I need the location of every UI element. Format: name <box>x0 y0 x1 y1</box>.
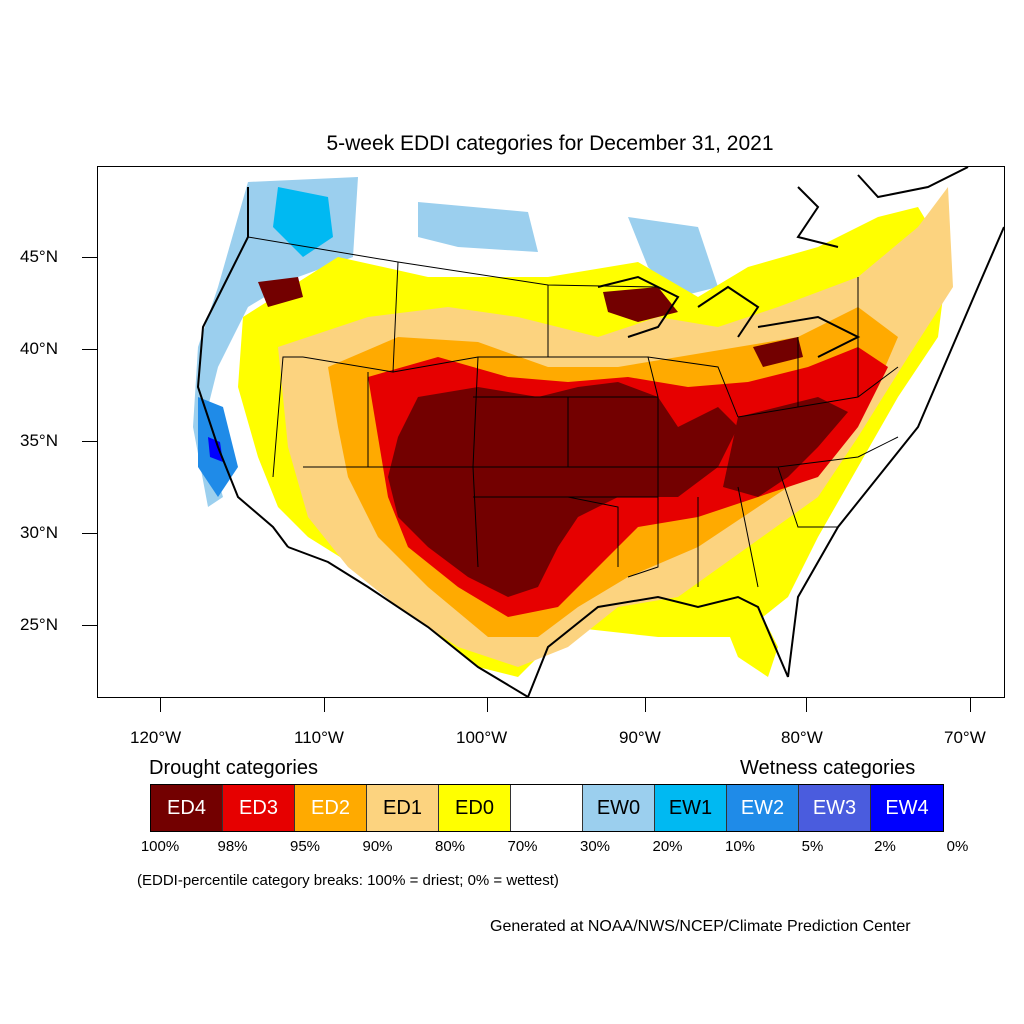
lat-label-35: 35°N <box>20 431 58 450</box>
legend-box-ed4: ED4 <box>151 785 223 831</box>
legend-break-label: 98% <box>217 838 248 855</box>
lat-tick <box>82 257 97 258</box>
lon-tick <box>645 697 646 712</box>
legend-break-label: 100% <box>140 838 180 855</box>
state-borders <box>247 236 899 588</box>
region-florida <box>718 607 778 677</box>
legend-break-label: 70% <box>507 838 538 855</box>
credit-line: Generated at NOAA/NWS/NCEP/Climate Predi… <box>490 918 911 935</box>
region-ed4-ohio <box>753 337 803 367</box>
legend-break-label: 0% <box>946 838 969 855</box>
legend-wetness-heading: Wetness categories <box>740 757 916 779</box>
legend-break-label: 10% <box>724 838 756 855</box>
region-wet-north-plains <box>418 202 538 252</box>
lat-label-25: 25°N <box>20 615 58 634</box>
lon-label-110: 110°W <box>294 728 344 747</box>
map-title-wrap: 5-week EDDI categories for December 31, … <box>0 132 1024 156</box>
region-ed4-northwest-idaho <box>258 277 303 307</box>
lat-tick <box>82 349 97 350</box>
lon-label-70: 70°W <box>944 728 986 747</box>
region-wet-ew4 <box>208 437 223 462</box>
lat-tick <box>82 625 97 626</box>
legend-box-ew3: EW3 <box>799 785 871 831</box>
legend-note: (EDDI-percentile category breaks: 100% =… <box>137 872 559 889</box>
lat-label-45: 45°N <box>20 247 58 266</box>
lat-tick <box>82 441 97 442</box>
legend-break-label: 30% <box>579 838 611 855</box>
lon-label-100: 100°W <box>456 728 508 747</box>
legend-box-ed3: ED3 <box>223 785 295 831</box>
legend-break-label: 20% <box>652 838 683 855</box>
lon-tick <box>324 697 325 712</box>
lon-tick <box>487 697 488 712</box>
legend-break-label: 95% <box>289 838 321 855</box>
region-ed4-central <box>388 382 738 597</box>
legend-box-normal <box>511 785 583 831</box>
lon-label-120: 120°W <box>130 728 182 747</box>
legend-break-label: 5% <box>801 838 824 855</box>
legend-box-ew0: EW0 <box>583 785 655 831</box>
legend-box-ew4: EW4 <box>871 785 943 831</box>
region-wet-northwest <box>193 177 358 507</box>
legend-box-ew1: EW1 <box>655 785 727 831</box>
eddi-map <box>97 166 1005 698</box>
lon-label-90: 90°W <box>619 728 661 747</box>
legend-break-label: 80% <box>434 838 466 855</box>
legend-color-bar: ED4 ED3 ED2 ED1 ED0 EW0 EW1 EW2 EW3 EW4 <box>150 784 944 832</box>
legend-box-ed1: ED1 <box>367 785 439 831</box>
region-ed4-southeast <box>723 397 848 497</box>
lat-label-30: 30°N <box>20 523 58 542</box>
map-title: 5-week EDDI categories for December 31, … <box>326 132 774 155</box>
lon-tick <box>970 697 971 712</box>
legend-break-label: 90% <box>362 838 393 855</box>
legend-break-label: 2% <box>874 838 896 855</box>
legend-box-ed0: ED0 <box>439 785 511 831</box>
region-ed4-michigan <box>603 287 678 322</box>
lat-tick <box>82 533 97 534</box>
legend-box-ew2: EW2 <box>727 785 799 831</box>
region-wet-northwest-core <box>273 187 333 257</box>
legend-box-ed2: ED2 <box>295 785 367 831</box>
lat-label-40: 40°N <box>20 339 58 358</box>
legend-drought-heading: Drought categories <box>149 757 318 779</box>
lon-tick <box>806 697 807 712</box>
coastline <box>196 167 1004 697</box>
lon-label-80: 80°W <box>781 728 823 747</box>
region-wet-great-lakes <box>628 217 718 297</box>
lon-tick <box>160 697 161 712</box>
